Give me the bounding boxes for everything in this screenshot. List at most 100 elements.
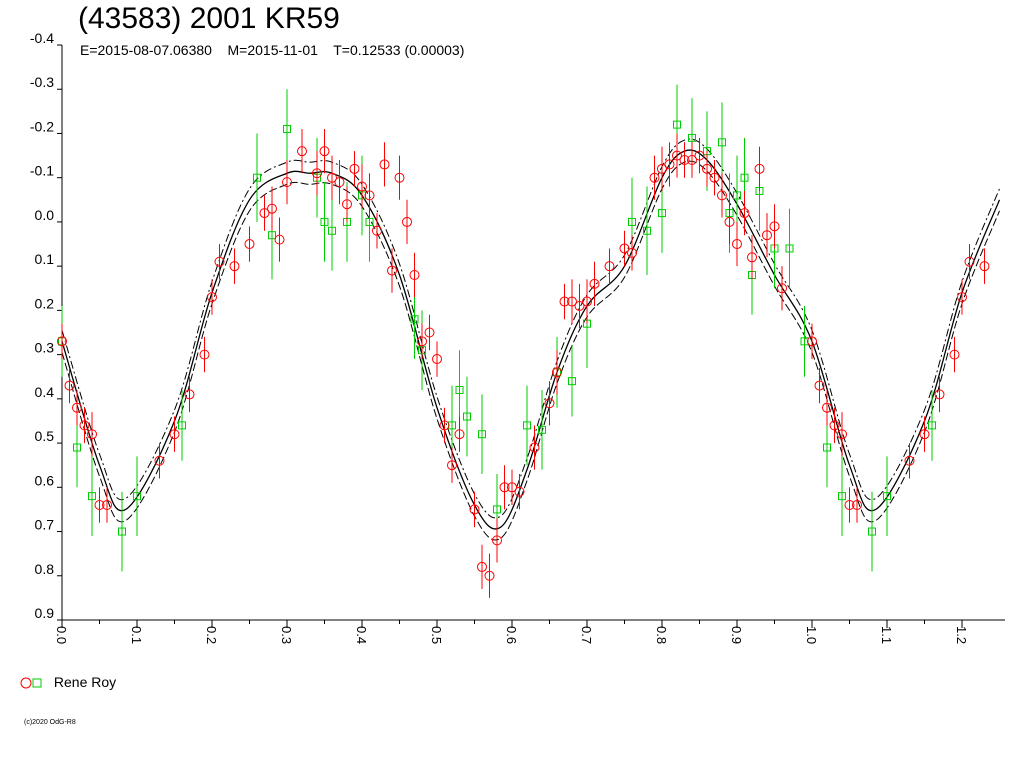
data-point-circle [184,389,195,400]
data-point-circle [544,398,555,409]
y-tick-label: 0.4 [35,384,55,400]
data-point-square [628,217,636,226]
data-point-square [928,421,936,430]
data-point-circle [297,146,307,157]
data-point-circle [589,278,600,289]
chart-subtitle: E=2015-08-07.06380 M=2015-11-01 T=0.1253… [80,42,465,58]
data-point-circle [514,486,525,497]
data-point-circle [477,561,487,572]
x-tick-label: 0.8 [654,626,669,644]
fit-curve [61,149,1001,530]
data-point-circle [574,300,585,311]
legend: Rene Roy [20,674,116,690]
data-point-square [268,231,276,240]
data-point-square [118,527,126,536]
data-point-circle [979,261,990,272]
y-tick-label: 0.7 [35,517,55,533]
y-tick-label: 0.2 [35,295,55,311]
data-point-square [718,138,726,147]
data-point-circle [807,336,817,347]
data-point-circle [829,420,840,431]
data-point-square [463,412,471,421]
data-point-square [455,386,464,394]
data-point-circle [394,172,405,183]
fit-curves [61,138,1001,541]
data-point-circle [439,420,450,431]
data-point-circle [154,455,165,466]
y-tick-label: 0.6 [35,472,55,488]
data-point-circle [739,208,750,219]
data-point-circle [334,177,345,188]
data-point-circle [259,208,270,219]
data-point-circle [732,239,742,250]
data-point-circle [94,500,105,510]
data-points [57,84,990,598]
data-point-circle [402,216,412,227]
data-point-circle [364,190,375,201]
x-tick-label: 0.9 [729,626,744,644]
data-point-circle [837,429,847,440]
fit-curve-upper [61,138,1000,519]
data-point-square [253,173,261,182]
data-point-circle [679,155,690,165]
data-point-circle [102,500,112,510]
data-point-circle [814,380,825,391]
data-point-circle [454,429,465,440]
y-tick-label: -0.2 [30,118,54,134]
legend-marker-icon [20,677,42,689]
data-point-circle [709,172,720,183]
data-point-circle [282,177,292,188]
data-point-circle [417,336,427,347]
y-tick-label: 0.9 [35,605,55,621]
data-point-circle [694,150,705,161]
data-point-circle [559,296,570,307]
data-point-circle [934,389,945,400]
data-point-circle [357,181,367,192]
data-point-square [523,421,531,430]
data-point-square [283,125,291,134]
data-point-square [688,133,696,142]
data-point-square [328,226,336,235]
data-point-circle [582,296,592,307]
data-point-circle [169,429,180,440]
data-point-circle [657,163,667,174]
data-point-circle [724,216,735,227]
data-point-circle [904,455,915,466]
y-tick-label: 0.1 [35,251,55,267]
data-point-circle [777,283,787,294]
data-point-square [785,244,794,253]
data-point-square [643,226,651,235]
data-point-circle [199,349,210,360]
data-point-circle [207,292,217,303]
data-point-circle [627,247,637,258]
tick-labels: -0.4 -0.3 -0.2 -0.1 0.0 0.1 0.2 0.3 0.4 0.5 0.6 0.7… [30,30,969,644]
data-point-square [568,377,576,386]
x-tick-label: 1.2 [954,626,969,644]
data-point-circle [447,460,457,471]
data-point-circle [214,256,225,267]
x-tick-label: 1.0 [804,626,819,644]
data-point-square [88,492,96,501]
data-point-square [868,527,876,536]
data-point-circle [687,155,697,165]
data-point-square [883,492,891,501]
data-point-circle [567,296,577,307]
x-tick-label: 0.7 [579,626,594,644]
x-tick-label: 0.0 [54,626,69,644]
data-point-square [673,120,681,129]
data-point-circle [949,349,960,360]
data-point-circle [552,367,562,378]
data-point-circle [312,168,322,179]
data-point-square [493,505,501,514]
y-tick-label: -0.4 [30,30,54,46]
data-point-square [365,217,374,226]
lightcurve-plot: -0.4 -0.3 -0.2 -0.1 0.0 0.1 0.2 0.3 0.4 0.5 0.6 0.7… [30,30,1005,644]
data-point-circle [87,429,97,440]
data-point-circle [762,230,772,241]
data-point-circle [717,190,727,201]
data-point-square [740,173,749,182]
data-point-circle [604,261,615,272]
data-point-square [178,421,186,430]
x-tick-label: 1.1 [879,626,894,644]
x-tick-label: 0.6 [504,626,519,644]
